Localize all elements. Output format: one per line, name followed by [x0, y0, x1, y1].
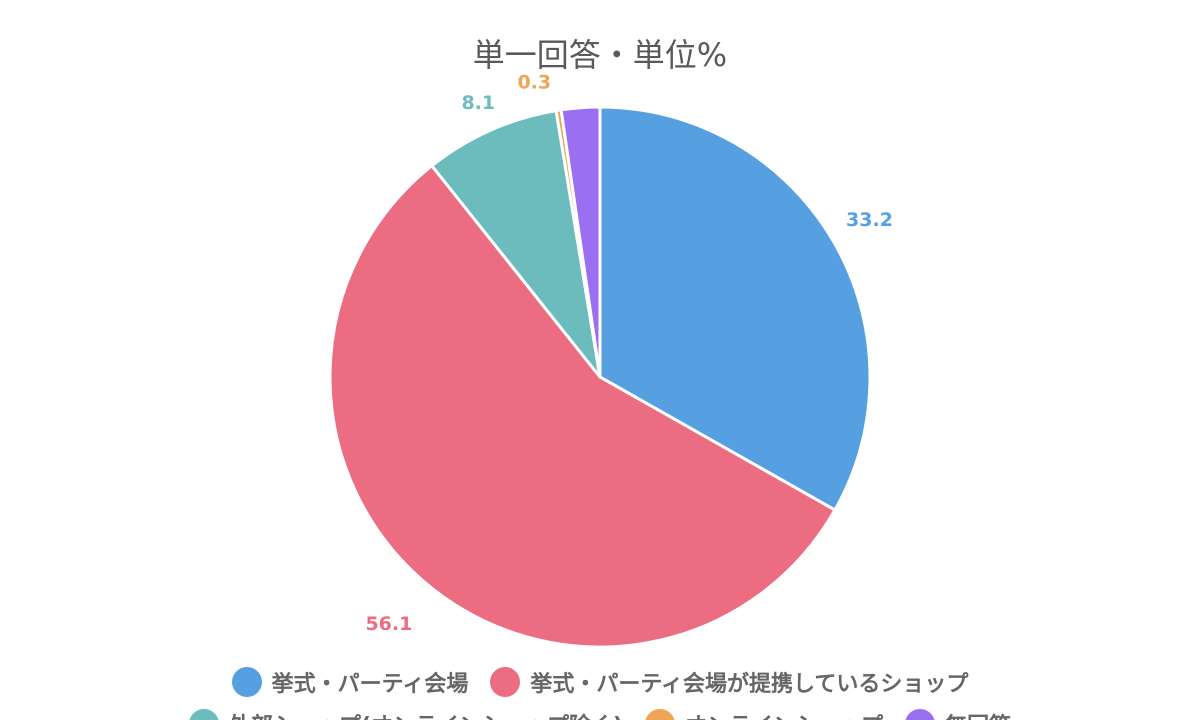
legend-label: 挙式・パーティ会場 — [271, 672, 469, 697]
legend-item: 無回答 — [905, 708, 1011, 720]
legend-label: 無回答 — [945, 708, 1011, 720]
data-label: 56.1 — [365, 613, 412, 635]
legend-item: 外部ショップ(オンラインショップ除く) — [188, 708, 623, 720]
legend-item: オンラインショップ — [645, 708, 883, 720]
legend-row-2: 外部ショップ(オンラインショップ除く) オンラインショップ 無回答 — [0, 708, 1200, 720]
legend-marker — [231, 667, 262, 697]
legend-row-1: 挙式・パーティ会場 挙式・パーティ会場が提携しているショップ — [0, 666, 1200, 698]
legend-item: 挙式・パーティ会場 — [231, 666, 469, 698]
legend-label: 外部ショップ(オンラインショップ除く) — [229, 708, 623, 720]
legend-marker — [188, 709, 219, 720]
pie-slice — [559, 105, 602, 379]
pie-slice — [598, 105, 872, 512]
data-labels: 33.2 56.1 8.1 0.3 — [365, 72, 892, 636]
legend-marker — [645, 709, 676, 720]
pie-slices — [328, 105, 872, 649]
legend-item: 挙式・パーティ会場が提携しているショップ — [490, 666, 968, 698]
legend-marker — [490, 667, 521, 697]
data-label: 0.3 — [517, 72, 551, 94]
pie-slice — [328, 164, 837, 649]
legend-label: 挙式・パーティ会場が提携しているショップ — [530, 672, 969, 697]
pie-slice — [430, 109, 602, 379]
data-label: 8.1 — [461, 92, 495, 114]
legend-marker — [905, 709, 936, 720]
chart-subtitle: 単一回答・単位% — [472, 36, 728, 74]
legend-label: オンラインショップ — [685, 708, 883, 720]
data-label: 33.2 — [846, 209, 893, 231]
